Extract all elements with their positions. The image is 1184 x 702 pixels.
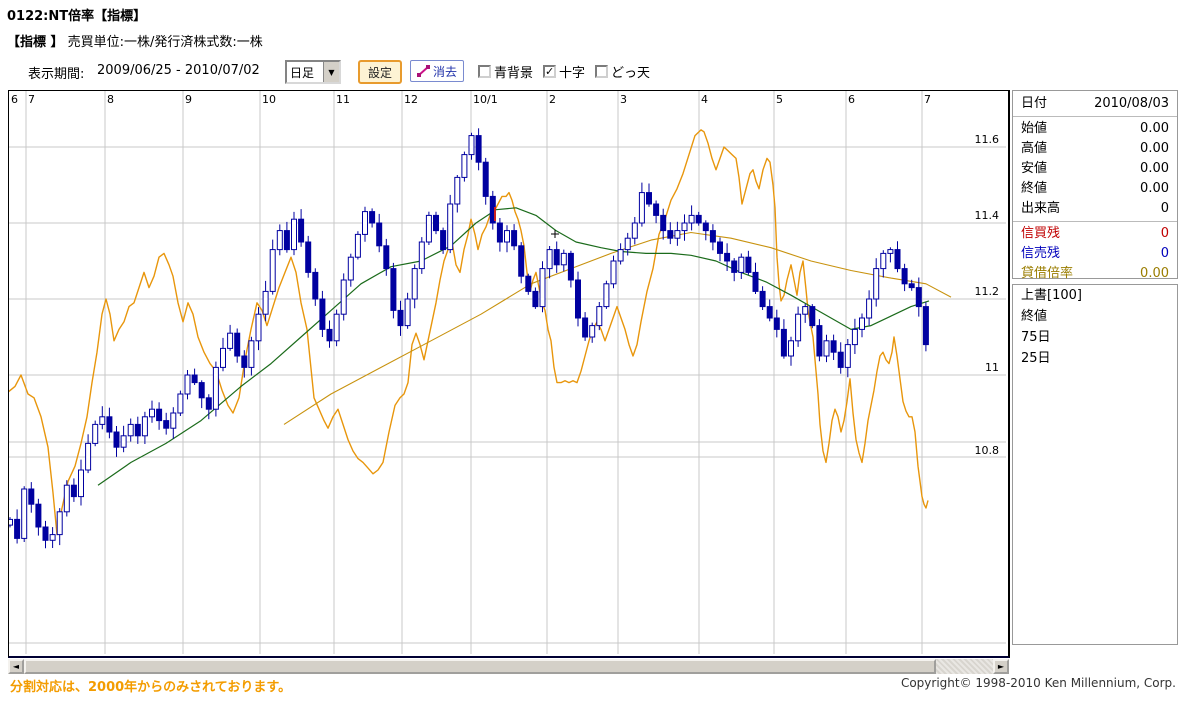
checkbox-box[interactable] — [595, 65, 609, 78]
scrollbar-thumb[interactable] — [24, 659, 936, 674]
svg-text:12: 12 — [404, 93, 418, 106]
quote-info-panel: 日付 2010/08/03 始値 0.00 高値 0.00 安値 0.00 終値 0.00… — [1012, 90, 1178, 281]
svg-text:8: 8 — [107, 93, 114, 106]
svg-text:7: 7 — [28, 93, 35, 106]
info-value: 0 — [1160, 226, 1169, 241]
svg-text:11: 11 — [985, 361, 999, 374]
legend-item-25d: 25日 — [1021, 351, 1051, 366]
svg-text:11.6: 11.6 — [975, 133, 1000, 146]
price-chart[interactable]: 11.6 11.4 11.2 11 10.8 6 7 8 9 10 11 12 10/1 2 3 4 5 6 7 — [8, 90, 1010, 658]
info-value: 0 — [1160, 246, 1169, 261]
subtitle-prefix: 【指標 】 — [7, 35, 64, 50]
trendline-icon — [416, 65, 430, 77]
info-value: 0.00 — [1140, 181, 1169, 196]
svg-text:2: 2 — [549, 93, 556, 106]
split-adjustment-notice: 分割対応は、2000年からのみされております。 — [10, 680, 292, 695]
divider — [1013, 221, 1177, 222]
scroll-right-arrow-icon[interactable]: ► — [993, 659, 1009, 674]
instrument-subtitle: 【指標 】 売買単位:一株/発行済株式数:一株 — [7, 31, 263, 50]
svg-text:5: 5 — [776, 93, 783, 106]
checkbox-box[interactable]: ✓ — [543, 65, 557, 78]
erase-button[interactable]: 消去 — [410, 60, 464, 82]
info-label: 安値 — [1021, 161, 1048, 176]
svg-text:11.2: 11.2 — [975, 285, 1000, 298]
checkbox-label: 十字 — [559, 66, 586, 81]
period-label: 表示期間: — [28, 67, 85, 82]
info-label: 信売残 — [1021, 246, 1061, 261]
info-value: 0.00 — [1140, 141, 1169, 156]
info-label: 終値 — [1021, 181, 1048, 196]
page-title: 0122:NT倍率【指標】 — [7, 9, 147, 24]
info-value: 0.00 — [1140, 266, 1169, 281]
period-value: 2009/06/25 - 2010/07/02 — [97, 63, 260, 78]
divider — [1013, 116, 1177, 117]
checkbox-label: 青背景 — [494, 66, 534, 81]
info-value: 0.00 — [1140, 161, 1169, 176]
info-label: 貸借倍率 — [1021, 266, 1074, 281]
svg-text:11: 11 — [336, 93, 350, 106]
chevron-down-icon[interactable]: ▼ — [323, 62, 339, 82]
toolbar: 表示期間: 2009/06/25 - 2010/07/02 日足 ▼ 設定 消去… — [0, 58, 1184, 84]
svg-text:10: 10 — [262, 93, 276, 106]
checkbox-blue-background[interactable]: 青背景 — [478, 62, 533, 81]
svg-text:9: 9 — [185, 93, 192, 106]
checkbox-dotten[interactable]: どっ天 — [595, 62, 650, 81]
svg-text:3: 3 — [620, 93, 627, 106]
scroll-left-arrow-icon[interactable]: ◄ — [8, 659, 24, 674]
info-label: 高値 — [1021, 141, 1048, 156]
checkbox-label: どっ天 — [611, 66, 651, 81]
svg-text:7: 7 — [924, 93, 931, 106]
settings-button[interactable]: 設定 — [358, 60, 402, 84]
svg-text:4: 4 — [701, 93, 708, 106]
svg-text:11.4: 11.4 — [975, 209, 1000, 222]
scrollbar-track[interactable] — [936, 659, 993, 674]
interval-select[interactable]: 日足 ▼ — [285, 60, 341, 84]
info-label: 信買残 — [1021, 226, 1061, 241]
checkbox-box[interactable] — [478, 65, 491, 78]
horizontal-scrollbar[interactable]: ◄ ► — [8, 659, 1009, 674]
overlay-legend-panel: 上書[100] 終値 75日 25日 — [1012, 284, 1178, 645]
svg-text:10.8: 10.8 — [975, 444, 1000, 457]
info-label: 始値 — [1021, 121, 1048, 136]
checkbox-crosshair[interactable]: ✓ 十字 — [543, 62, 585, 81]
legend-item-75d: 75日 — [1021, 330, 1051, 345]
copyright-text: Copyright© 1998-2010 Ken Millennium, Cor… — [900, 676, 1176, 690]
interval-selected-value: 日足 — [290, 65, 315, 80]
erase-button-label: 消去 — [432, 64, 457, 79]
checkbox-row: 青背景 ✓ 十字 どっ天 — [478, 62, 650, 81]
legend-title: 上書[100] — [1021, 288, 1082, 303]
svg-text:6: 6 — [848, 93, 855, 106]
info-label: 出来高 — [1021, 201, 1061, 216]
svg-text:6: 6 — [11, 93, 18, 106]
info-value: 0.00 — [1140, 121, 1169, 136]
subtitle-text: 売買単位:一株/発行済株式数:一株 — [67, 35, 263, 50]
legend-item-close: 終値 — [1021, 309, 1048, 324]
info-label: 日付 — [1021, 96, 1048, 111]
info-value: 0 — [1160, 201, 1169, 216]
svg-text:10/1: 10/1 — [473, 93, 498, 106]
info-value: 2010/08/03 — [1094, 96, 1169, 111]
